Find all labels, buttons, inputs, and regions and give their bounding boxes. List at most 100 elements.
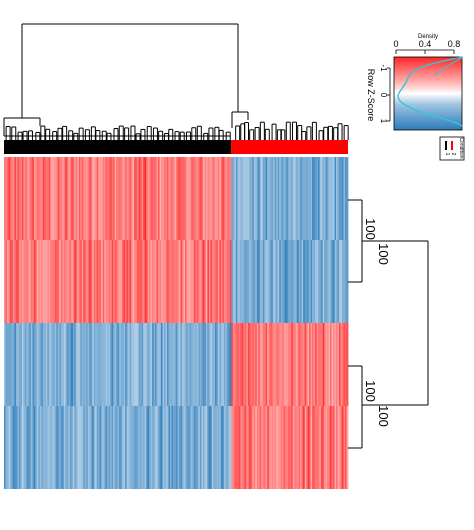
heatmap-cell — [153, 240, 156, 323]
heatmap-cell — [89, 323, 92, 406]
heatmap-cell — [93, 157, 96, 240]
heatmap-cell — [21, 240, 24, 323]
heatmap-cell — [89, 157, 92, 240]
row-dendrogram — [348, 199, 429, 449]
heatmap-cell — [87, 406, 90, 489]
heatmap-cell — [71, 157, 74, 240]
heatmap-cell — [131, 240, 134, 323]
heatmap-cell — [181, 157, 184, 240]
heatmap-cell — [186, 406, 189, 489]
heatmap-cell — [56, 157, 59, 240]
row-cluster-labels: 100 100 100 100 — [363, 218, 391, 427]
heatmap-cell — [186, 323, 189, 406]
heatmap-cell — [137, 406, 140, 489]
heatmap-cell — [171, 157, 174, 240]
heatmap-cell — [35, 240, 38, 323]
heatmap-cell — [180, 240, 183, 323]
heatmap-cell — [42, 406, 45, 489]
heatmap-cell — [297, 406, 300, 489]
heatmap-cell — [253, 323, 256, 406]
heatmap-cell — [177, 157, 180, 240]
heatmap-cell — [152, 406, 154, 489]
heatmap-cell — [23, 157, 26, 240]
heatmap-cell — [45, 406, 48, 489]
heatmap-cell — [333, 406, 335, 489]
heatmap-cell — [316, 157, 319, 240]
heatmap-cell — [69, 323, 72, 406]
heatmap-cell — [315, 323, 317, 406]
heatmap-cell — [35, 323, 38, 406]
heatmap-cell — [92, 157, 95, 240]
heatmap-cell — [297, 240, 300, 323]
heatmap-cell — [199, 323, 202, 406]
heatmap-cell — [282, 157, 285, 240]
heatmap-cell — [339, 157, 341, 240]
heatmap-cell — [331, 323, 334, 406]
heatmap-cell — [286, 323, 289, 406]
heatmap-cell — [111, 323, 114, 406]
heatmap-cell — [131, 406, 134, 489]
density-tick: 0.8 — [448, 39, 461, 49]
heatmap-cell — [92, 240, 95, 323]
heatmap-cell — [300, 240, 303, 323]
heatmap-cell — [62, 240, 65, 323]
heatmap-cell — [108, 157, 111, 240]
heatmap-cell — [27, 157, 30, 240]
heatmap-cell — [11, 157, 14, 240]
heatmap-cell — [32, 157, 35, 240]
heatmap-cell — [8, 240, 11, 323]
heatmap-cell — [57, 240, 60, 323]
heatmap-cell — [50, 323, 53, 406]
heatmap-cell — [26, 406, 29, 489]
heatmap-cell — [12, 240, 15, 323]
heatmap-cell — [213, 406, 216, 489]
heatmap-cell — [68, 406, 71, 489]
heatmap-cell — [15, 240, 18, 323]
heatmap-cell — [83, 406, 86, 489]
heatmap-cell — [90, 406, 93, 489]
heatmap-cell — [153, 157, 156, 240]
heatmap-cell — [280, 406, 283, 489]
heatmap-cell — [249, 406, 252, 489]
heatmap-cell — [187, 323, 190, 406]
heatmap-cell — [201, 240, 204, 323]
heatmap-cell — [161, 323, 163, 406]
heatmap-cell — [119, 406, 122, 489]
heatmap-cell — [35, 157, 38, 240]
heatmap-cell — [42, 323, 45, 406]
heatmap-cell — [259, 240, 262, 323]
heatmap-cell — [26, 240, 29, 323]
heatmap-cell — [231, 406, 234, 489]
heatmap-cell — [83, 323, 86, 406]
heatmap-cell — [180, 406, 183, 489]
heatmap-cell — [220, 157, 223, 240]
heatmap-cell — [98, 157, 101, 240]
heatmap-cell — [217, 240, 220, 323]
heatmap-cell — [38, 323, 41, 406]
heatmap-cell — [62, 406, 65, 489]
heatmap-cell — [84, 240, 87, 323]
heatmap-cell — [138, 323, 141, 406]
heatmap-cell — [27, 240, 30, 323]
heatmap-cell — [92, 406, 95, 489]
heatmap-cell — [342, 240, 344, 323]
heatmap-cell — [83, 157, 86, 240]
heatmap-cell — [21, 406, 24, 489]
heatmap-cell — [117, 157, 120, 240]
heatmap-cell — [177, 240, 180, 323]
heatmap-cell — [165, 240, 168, 323]
heatmap-cell — [11, 406, 14, 489]
heatmap-cell — [42, 157, 45, 240]
heatmap-cell — [324, 157, 326, 240]
heatmap-cell — [48, 157, 51, 240]
heatmap-cell — [20, 406, 23, 489]
heatmap-cell — [247, 406, 250, 489]
heatmap-cell — [334, 157, 337, 240]
heatmap-cell — [339, 323, 341, 406]
heatmap-cell — [41, 406, 44, 489]
heatmap-cell — [300, 157, 303, 240]
heatmap-cell — [36, 157, 39, 240]
heatmap-cell — [243, 157, 246, 240]
heatmap-cell — [265, 240, 268, 323]
heatmap-cell — [44, 157, 47, 240]
